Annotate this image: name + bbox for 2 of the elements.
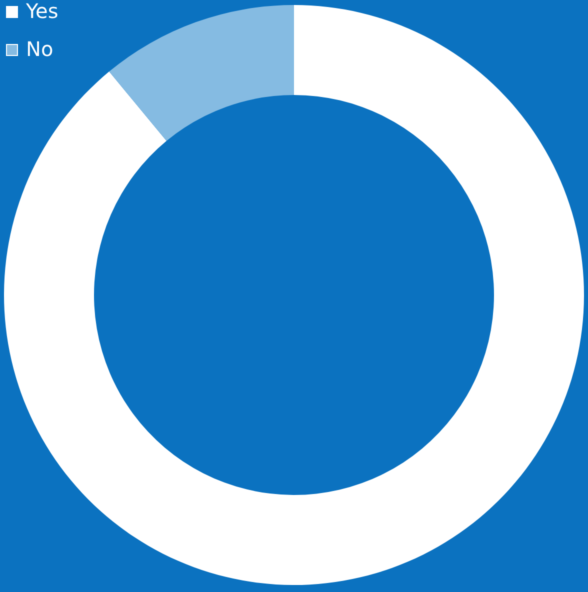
legend-label: Yes	[25, 0, 58, 23]
legend-label: No	[26, 37, 54, 61]
